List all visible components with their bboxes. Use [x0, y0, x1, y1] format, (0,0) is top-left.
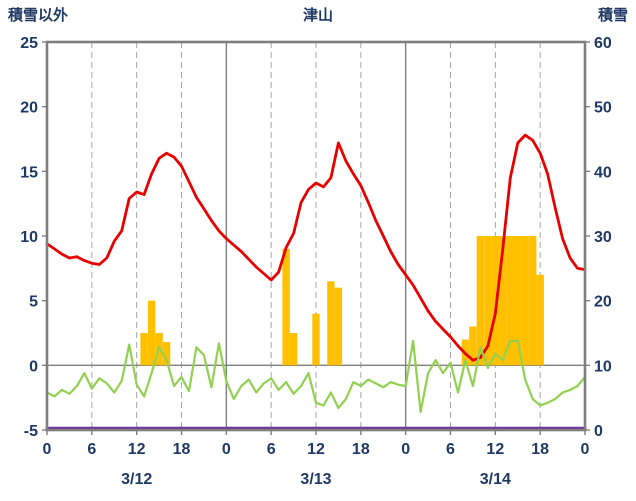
left-axis-title: 積雪以外 [8, 7, 69, 24]
hour-tick-label: 0 [43, 441, 52, 458]
precipitation-bars-bar [506, 236, 514, 366]
precipitation-bars-bar [499, 236, 507, 366]
precipitation-bars-bar [162, 342, 171, 366]
hour-tick-label: 18 [531, 441, 549, 458]
green-series-line [45, 339, 587, 413]
hour-tick-label: 6 [267, 441, 276, 458]
chart-title: 津山 [302, 7, 333, 24]
hour-tick-label: 6 [87, 441, 96, 458]
date-label: 3/13 [300, 471, 331, 488]
temperature-line [45, 133, 587, 362]
hour-tick-label: 0 [401, 441, 410, 458]
date-label: 3/12 [121, 471, 152, 488]
hour-tick-label: 12 [307, 441, 325, 458]
right-axis-tick-label: 40 [594, 164, 612, 181]
hour-tick-label: 18 [352, 441, 370, 458]
hour-tick-label: 12 [128, 441, 146, 458]
precipitation-bars-bar [147, 300, 156, 366]
hour-tick-label: 0 [222, 441, 231, 458]
right-axis-tick-label: 0 [594, 423, 603, 440]
hour-tick-label: 18 [173, 441, 191, 458]
precipitation-bars-bar [312, 313, 320, 366]
precipitation-bars-bar [334, 287, 343, 366]
precipitation-bars-bar [327, 281, 335, 366]
left-axis-tick-label: 15 [20, 164, 38, 181]
precipitation-bars-bar [521, 236, 529, 366]
right-axis-tick-label: 20 [594, 294, 612, 311]
precipitation-bars-bar [469, 326, 477, 366]
precipitation-bars-bar [289, 333, 298, 366]
left-axis-tick-label: 0 [29, 358, 38, 375]
right-axis-title: 積雪 [597, 7, 628, 24]
precipitation-bars-bar [514, 236, 522, 366]
left-axis-tick-label: 5 [29, 294, 38, 311]
left-axis-tick-label: 25 [20, 35, 38, 52]
left-axis-tick-label: -5 [24, 423, 38, 440]
precipitation-bars-bar [529, 236, 537, 366]
precipitation-bars-bar [536, 274, 544, 366]
precipitation-bars-bar [491, 236, 499, 366]
hour-tick-label: 12 [486, 441, 504, 458]
right-axis-tick-label: 60 [594, 35, 612, 52]
right-axis-tick-label: 30 [594, 229, 612, 246]
right-axis-tick-label: 10 [594, 358, 612, 375]
precipitation-bars-bar [484, 236, 492, 366]
right-axis-tick-label: 50 [594, 100, 612, 117]
precipitation-bars-bar [476, 236, 485, 366]
hour-tick-label: 6 [446, 441, 455, 458]
date-label: 3/14 [480, 471, 511, 488]
precipitation-bars-bar [282, 248, 290, 366]
precipitation-bars-bar [140, 333, 148, 366]
left-axis-tick-label: 20 [20, 100, 38, 117]
left-axis-tick-label: 10 [20, 229, 38, 246]
hour-tick-label: 0 [581, 441, 590, 458]
